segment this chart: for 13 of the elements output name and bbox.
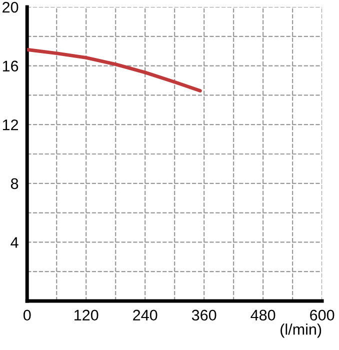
y-tick-label: 8 — [10, 178, 18, 190]
y-tick-label: 16 — [2, 60, 18, 72]
line-series — [27, 48, 202, 93]
x-tick-label: 240 — [133, 310, 158, 321]
y-tick-label: 12 — [2, 119, 18, 130]
y-tick-label: 20 — [2, 2, 18, 13]
x-tick-label: 600 — [310, 310, 334, 321]
x-tick-label: 120 — [74, 310, 98, 321]
x-tick-label: 360 — [192, 310, 216, 321]
x-axis-title: (l/min) — [280, 324, 322, 338]
x-tick-label: 480 — [250, 310, 276, 321]
x-tick-label: 0 — [23, 310, 31, 321]
y-tick-label: 4 — [10, 237, 18, 248]
